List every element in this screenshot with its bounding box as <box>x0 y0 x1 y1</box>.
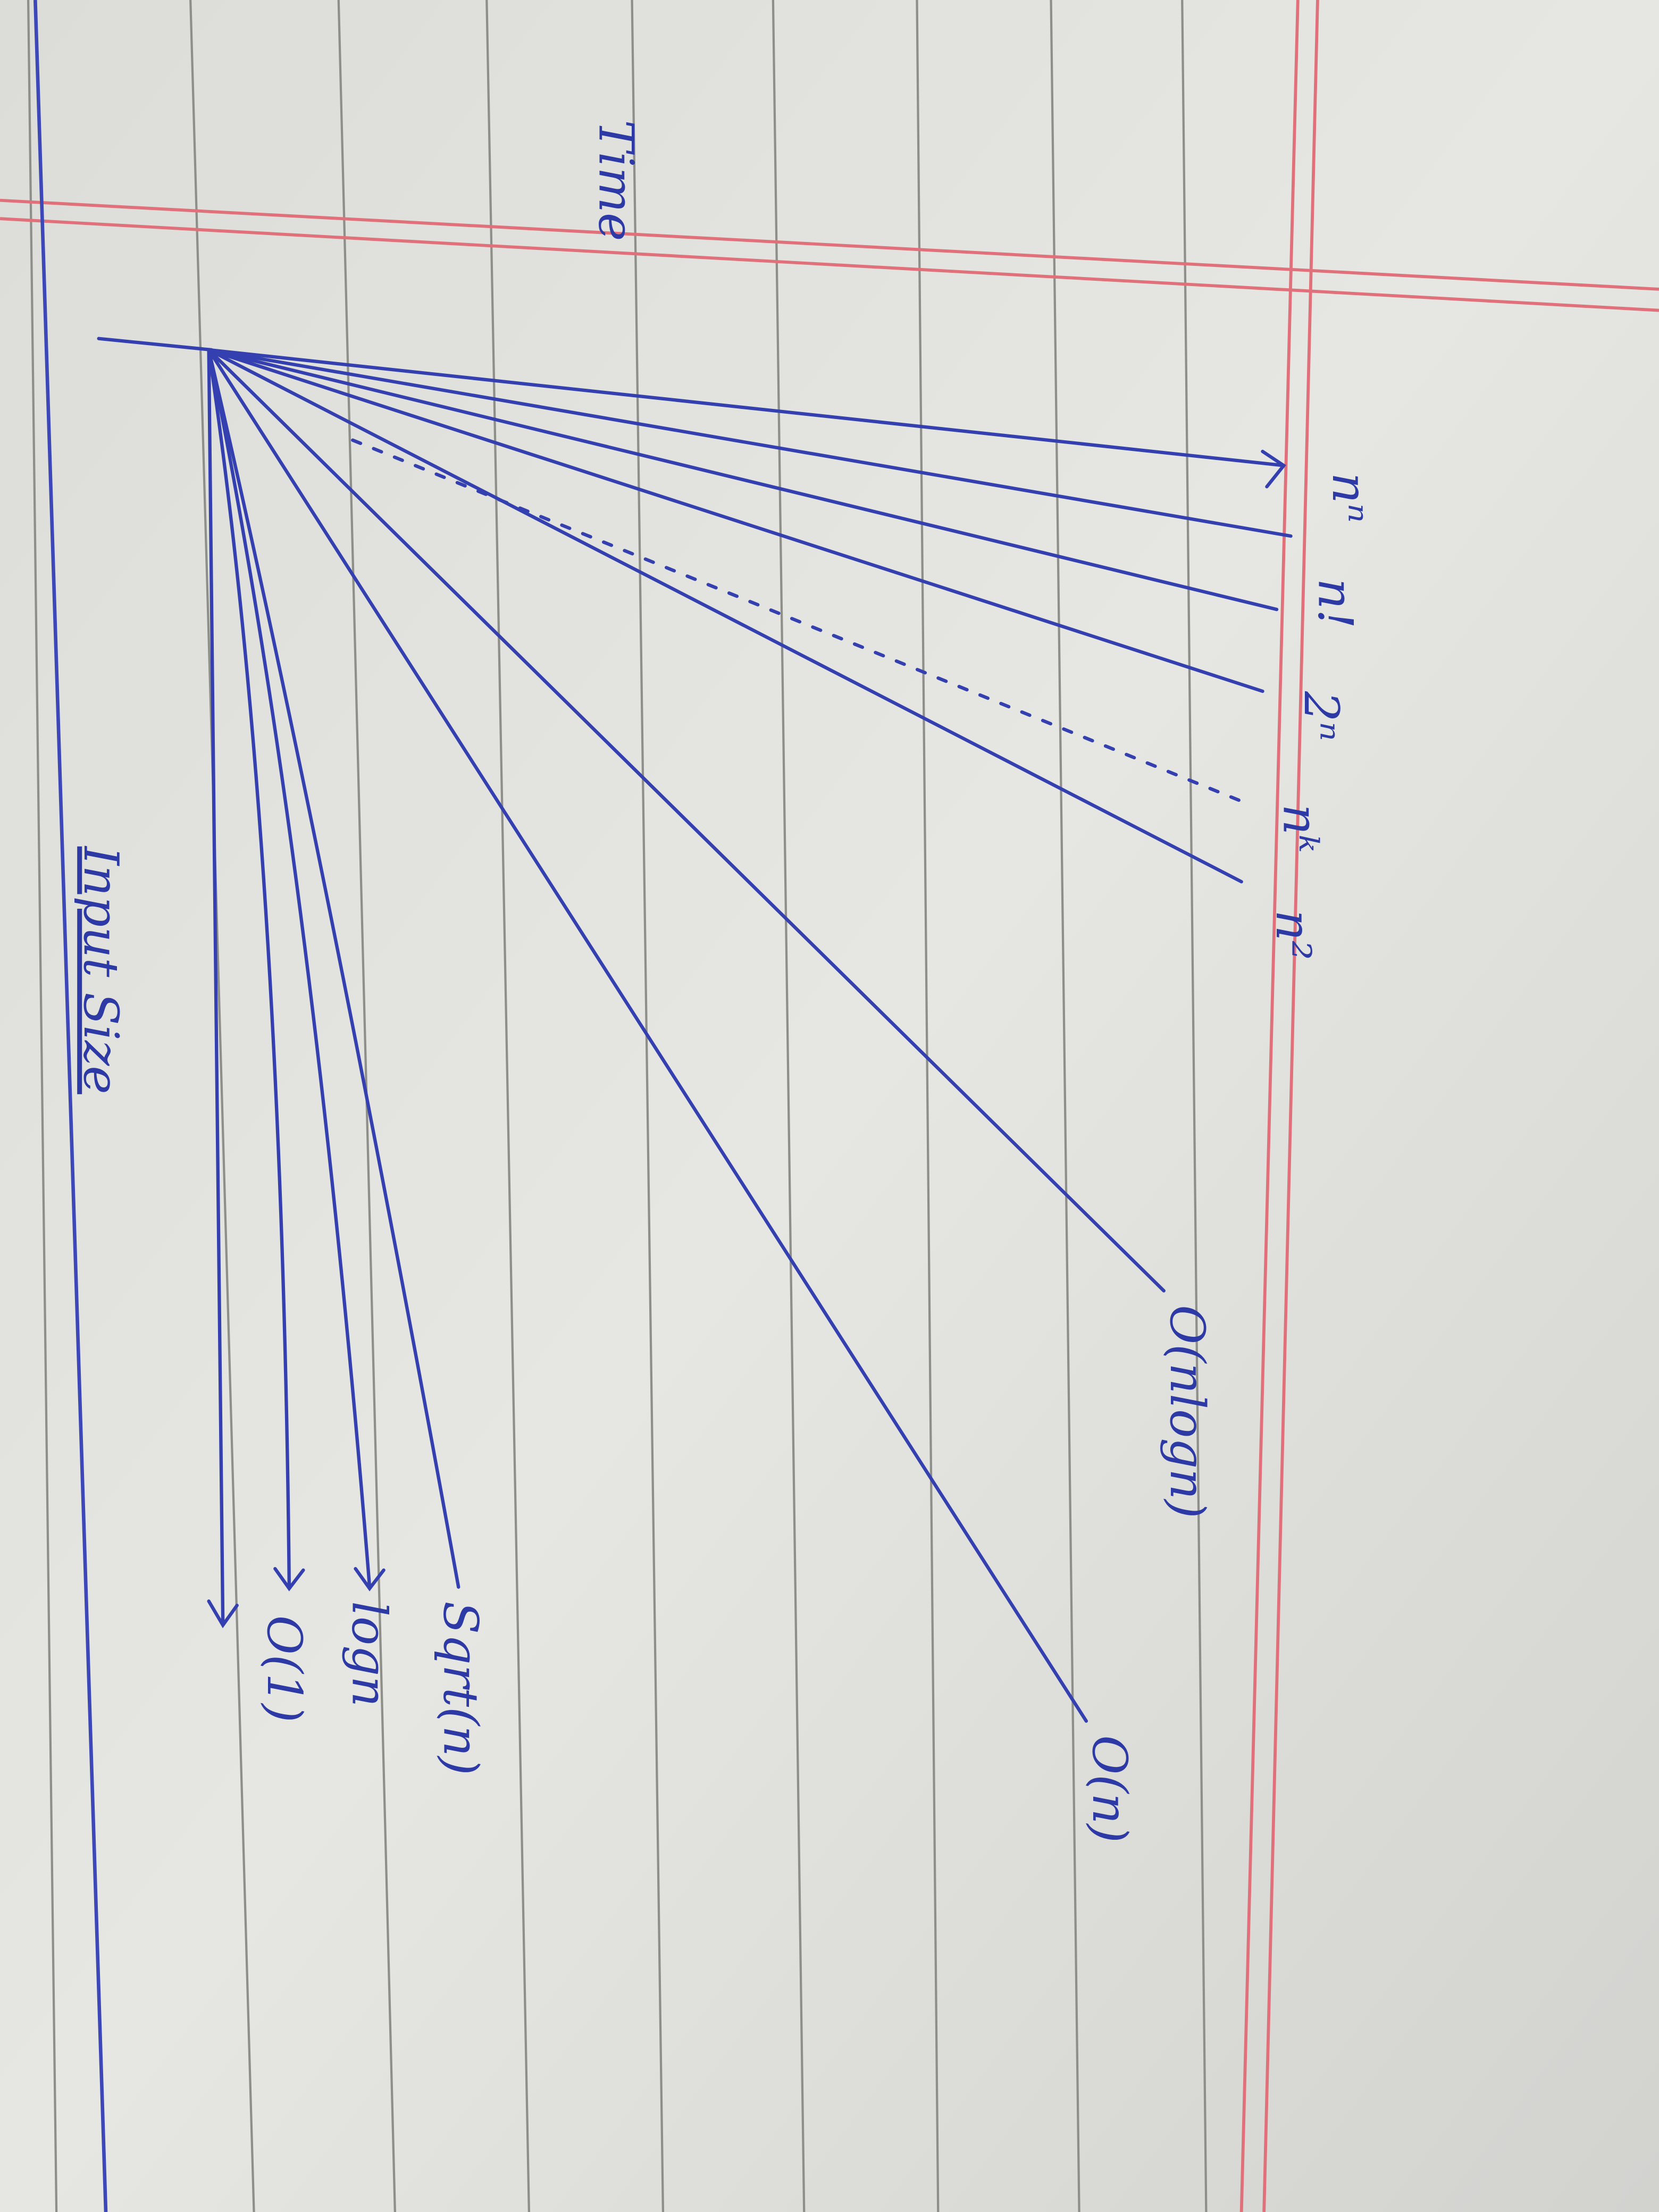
curve-label: nᵏ <box>1272 804 1328 852</box>
curve <box>207 348 305 1591</box>
curve-label: O(nlogn) <box>1159 1305 1215 1518</box>
curve <box>207 348 1293 538</box>
ruled-lines <box>27 0 1208 2212</box>
curve <box>207 348 1088 1723</box>
curve-label: logn <box>341 1601 397 1707</box>
curve-label: O(1) <box>256 1615 312 1723</box>
labels: Time Input Size nⁿ n! 2ⁿ nᵏ n² O(nlogn) … <box>73 120 1377 1843</box>
y-axis-label: Time <box>588 120 644 241</box>
axis-arrow <box>207 348 239 1629</box>
curve <box>207 348 1264 693</box>
blue-margin <box>33 0 108 2212</box>
curve <box>207 348 460 1589</box>
curve-label: O(n) <box>1082 1735 1137 1842</box>
curve-label: Sqrt(n) <box>433 1601 489 1775</box>
curve-label: nⁿ <box>1321 473 1377 523</box>
curve <box>207 348 386 1591</box>
curve-label: n! <box>1308 579 1363 629</box>
curve <box>207 348 1279 611</box>
curve <box>207 348 1286 489</box>
curve-label: n² <box>1265 910 1321 960</box>
curve <box>207 348 1243 884</box>
sketch <box>97 337 1293 1723</box>
curve <box>207 348 1166 1293</box>
axis <box>97 337 214 352</box>
curve-label: 2ⁿ <box>1293 691 1349 741</box>
x-axis-label: Input Size <box>73 845 129 1094</box>
